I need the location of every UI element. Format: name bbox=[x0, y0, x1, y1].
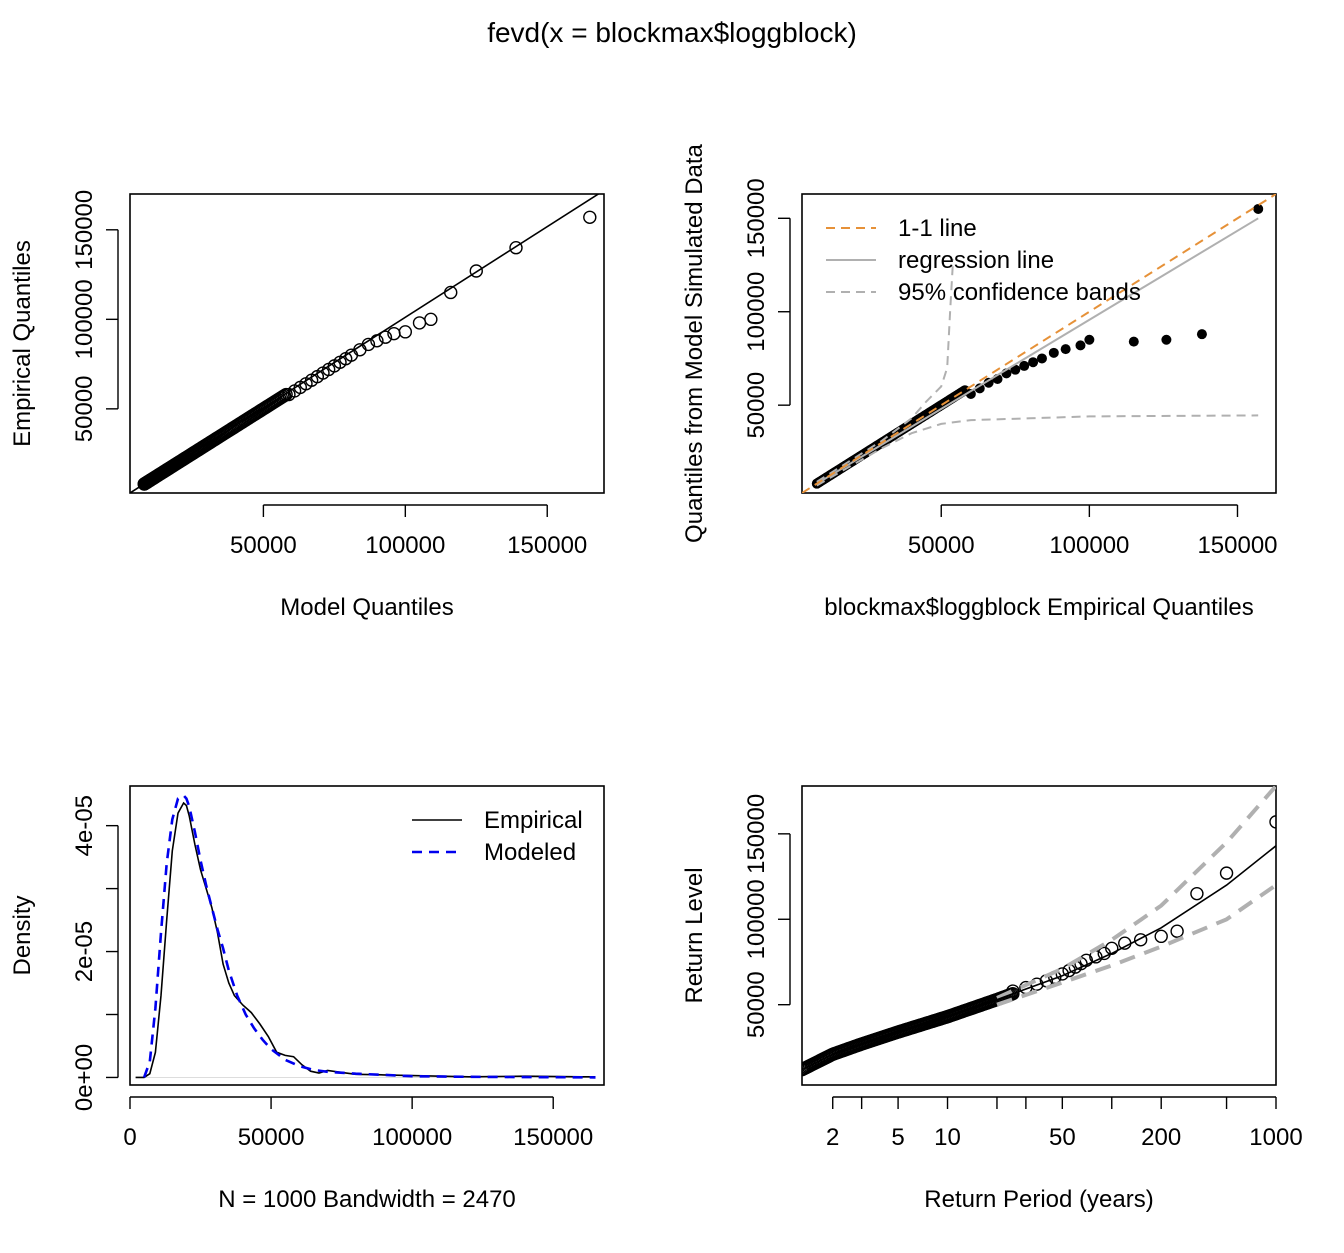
data-point bbox=[1105, 941, 1119, 956]
legend-label: regression line bbox=[898, 247, 1054, 274]
x-tick-label: 0 bbox=[123, 1124, 136, 1151]
x-tick-label: 2 bbox=[826, 1124, 839, 1151]
y-tick-label: 0e+00 bbox=[71, 1044, 98, 1111]
data-point bbox=[1048, 347, 1059, 358]
data-point bbox=[1133, 933, 1148, 947]
legend-label: Modeled bbox=[484, 839, 576, 866]
data-point bbox=[1055, 967, 1070, 981]
data-point bbox=[1084, 334, 1095, 345]
data-point bbox=[1170, 924, 1184, 938]
y-axis-label: Empirical Quantiles bbox=[9, 240, 36, 447]
x-tick-label: 200 bbox=[1141, 1124, 1181, 1151]
x-tick-label: 10 bbox=[934, 1124, 961, 1151]
y-tick-label: 4e-05 bbox=[71, 795, 98, 856]
plot-area bbox=[802, 194, 1276, 493]
legend-label: Empirical bbox=[484, 807, 583, 834]
data-point bbox=[398, 325, 413, 339]
regression-line bbox=[816, 217, 1259, 485]
x-tick-label: 150000 bbox=[513, 1124, 593, 1151]
data-point bbox=[1154, 929, 1168, 944]
plot-frame bbox=[129, 193, 605, 494]
page-title: fevd(x = blockmax$loggblock) bbox=[487, 17, 857, 48]
x-tick-label: 150000 bbox=[1197, 532, 1277, 559]
data-point bbox=[1128, 336, 1139, 347]
x-tick-label: 1000 bbox=[1249, 1124, 1302, 1151]
y-axis-label: Return Level bbox=[681, 867, 708, 1003]
plot-frame bbox=[801, 193, 1277, 494]
data-point bbox=[1028, 357, 1039, 368]
data-point bbox=[1075, 340, 1086, 351]
x-tick-label: 50 bbox=[1049, 1124, 1076, 1151]
y-tick-label: 100000 bbox=[71, 279, 98, 359]
x-tick-label: 100000 bbox=[372, 1124, 452, 1151]
data-point bbox=[1253, 203, 1264, 214]
data-point bbox=[1190, 886, 1204, 901]
x-tick-label: 100000 bbox=[365, 532, 445, 559]
x-tick-label: 100000 bbox=[1049, 532, 1129, 559]
plot-area bbox=[130, 194, 600, 493]
data-point bbox=[1010, 364, 1021, 375]
data-point bbox=[444, 285, 458, 300]
confidence-band-lower bbox=[816, 414, 1259, 487]
data-point bbox=[424, 312, 438, 327]
panel-density: 0 50000 100000 150000 0e+00 2e-05 4e-05 N = 100… bbox=[9, 785, 605, 1213]
x-axis-label: Return Period (years) bbox=[924, 1186, 1153, 1213]
y-tick-label: 150000 bbox=[743, 794, 770, 874]
y-tick-label: 50000 bbox=[743, 372, 770, 439]
data-point bbox=[583, 210, 597, 224]
data-point bbox=[276, 389, 290, 404]
data-point bbox=[1036, 353, 1047, 364]
legend: 1-1 line regression line 95% confidence ba… bbox=[826, 215, 1141, 306]
fit-line bbox=[802, 845, 1276, 1071]
data-point bbox=[1161, 334, 1172, 345]
data-point bbox=[1019, 360, 1030, 371]
x-tick-label: 5 bbox=[891, 1124, 904, 1151]
data-point bbox=[983, 377, 994, 388]
y-axis-label: Quantiles from Model Simulated Data bbox=[681, 143, 708, 543]
x-axis-label: Model Quantiles bbox=[280, 594, 453, 621]
data-point bbox=[509, 241, 523, 255]
y-tick-label: 150000 bbox=[71, 190, 98, 270]
series-modeled bbox=[142, 793, 596, 1079]
confidence-band-upper bbox=[816, 259, 955, 483]
ci-upper bbox=[996, 786, 1276, 1000]
data-point bbox=[361, 337, 376, 352]
x-tick-label: 50000 bbox=[230, 532, 297, 559]
y-tick-label: 50000 bbox=[71, 375, 98, 442]
panel-qq-simulated: 50000 100000 150000 50000 100000 150000 blockm… bbox=[681, 143, 1278, 621]
y-tick-label: 50000 bbox=[743, 971, 770, 1038]
plot-area bbox=[802, 786, 1276, 1077]
y-axis-label: Density bbox=[9, 895, 36, 975]
data-point bbox=[378, 330, 393, 344]
legend-label: 1-1 line bbox=[898, 215, 977, 242]
x-tick-label: 50000 bbox=[238, 1124, 305, 1151]
panel-qq-model: 50000 100000 150000 50000 100000 150000 Model … bbox=[9, 190, 605, 621]
panel-return-level: 2 5 10 50 200 1000 50000 100000 150000 Return Per… bbox=[681, 785, 1303, 1213]
data-point bbox=[1196, 329, 1207, 340]
legend: Empirical Modeled bbox=[412, 807, 583, 866]
one-to-one-line bbox=[802, 194, 1276, 493]
data-point bbox=[1219, 866, 1234, 880]
plot-frame bbox=[801, 785, 1277, 1086]
data-point bbox=[412, 316, 427, 330]
plot-frame bbox=[129, 785, 605, 1086]
y-tick-label: 150000 bbox=[743, 178, 770, 258]
data-point bbox=[1269, 815, 1276, 829]
data-point bbox=[469, 264, 483, 278]
x-tick-label: 50000 bbox=[908, 532, 975, 559]
data-point bbox=[974, 383, 985, 394]
x-axis-label: blockmax$loggblock Empirical Quantiles bbox=[824, 594, 1254, 621]
y-tick-label: 100000 bbox=[743, 879, 770, 959]
data-point bbox=[1060, 344, 1071, 355]
legend-label: 95% confidence bands bbox=[898, 279, 1141, 306]
x-tick-label: 150000 bbox=[507, 532, 587, 559]
y-tick-label: 2e-05 bbox=[71, 921, 98, 982]
x-axis-label: N = 1000 Bandwidth = 2470 bbox=[218, 1186, 516, 1213]
data-point bbox=[370, 334, 384, 348]
y-tick-label: 100000 bbox=[743, 272, 770, 352]
ci-lower bbox=[996, 883, 1276, 1007]
